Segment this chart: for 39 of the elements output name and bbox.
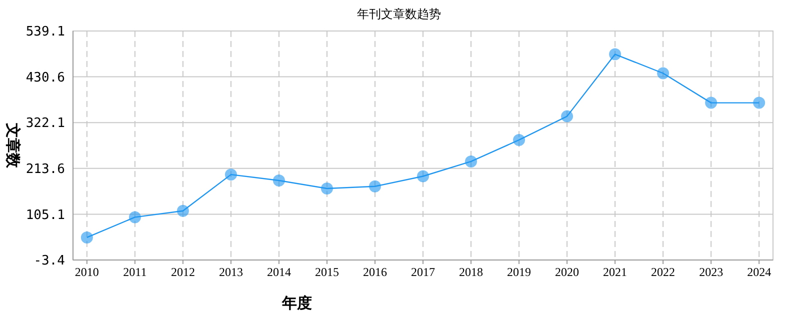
x-tick-label: 2014 bbox=[266, 265, 291, 279]
x-tick-label: 2017 bbox=[411, 265, 435, 279]
point bbox=[465, 155, 478, 168]
y-tick-label: 322.1 bbox=[26, 116, 65, 132]
x-tick-label: 2011 bbox=[123, 265, 147, 279]
x-tick-label: 2018 bbox=[459, 265, 484, 279]
x-tick-label: 2022 bbox=[651, 265, 676, 279]
chart-title: 年刊文章数趋势 bbox=[357, 7, 441, 21]
point bbox=[224, 168, 237, 181]
point bbox=[657, 67, 670, 80]
y-tick-label: 539.1 bbox=[26, 24, 65, 40]
point bbox=[176, 204, 189, 217]
point bbox=[272, 174, 285, 186]
point bbox=[513, 134, 526, 146]
x-tick-label: 2016 bbox=[362, 265, 387, 279]
point bbox=[561, 110, 574, 122]
point bbox=[705, 96, 718, 109]
y-tick-label: 105.1 bbox=[26, 208, 65, 223]
x-axis-title: 年度 bbox=[281, 294, 312, 312]
x-tick-label: 2012 bbox=[170, 265, 195, 279]
x-tick-label: 2020 bbox=[555, 265, 580, 279]
point bbox=[753, 96, 766, 109]
y-axis-title: 文章数 bbox=[4, 122, 22, 169]
x-tick-label: 2019 bbox=[507, 265, 532, 279]
point bbox=[80, 231, 93, 244]
y-tick-label: 430.6 bbox=[26, 70, 65, 86]
x-tick-label: 2010 bbox=[74, 265, 99, 279]
x-tick-label: 2013 bbox=[218, 265, 243, 279]
point bbox=[417, 170, 429, 182]
x-tick-label: 2021 bbox=[603, 265, 628, 279]
y-tick-label: -3.4 bbox=[34, 254, 66, 269]
x-tick-label: 2024 bbox=[747, 265, 772, 279]
point bbox=[128, 211, 141, 224]
x-tick-label: 2023 bbox=[699, 265, 724, 279]
x-tick-label: 2015 bbox=[314, 265, 339, 279]
y-tick-label: 213.6 bbox=[26, 162, 65, 177]
point bbox=[368, 180, 381, 192]
point bbox=[320, 182, 333, 194]
point bbox=[609, 48, 622, 60]
